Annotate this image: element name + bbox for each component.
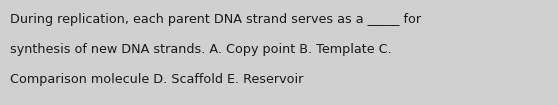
Text: synthesis of new DNA strands. A. Copy point B. Template C.: synthesis of new DNA strands. A. Copy po… (10, 43, 392, 56)
Text: Comparison molecule D. Scaffold E. Reservoir: Comparison molecule D. Scaffold E. Reser… (10, 74, 304, 87)
Text: During replication, each parent DNA strand serves as a _____ for: During replication, each parent DNA stra… (10, 13, 421, 26)
